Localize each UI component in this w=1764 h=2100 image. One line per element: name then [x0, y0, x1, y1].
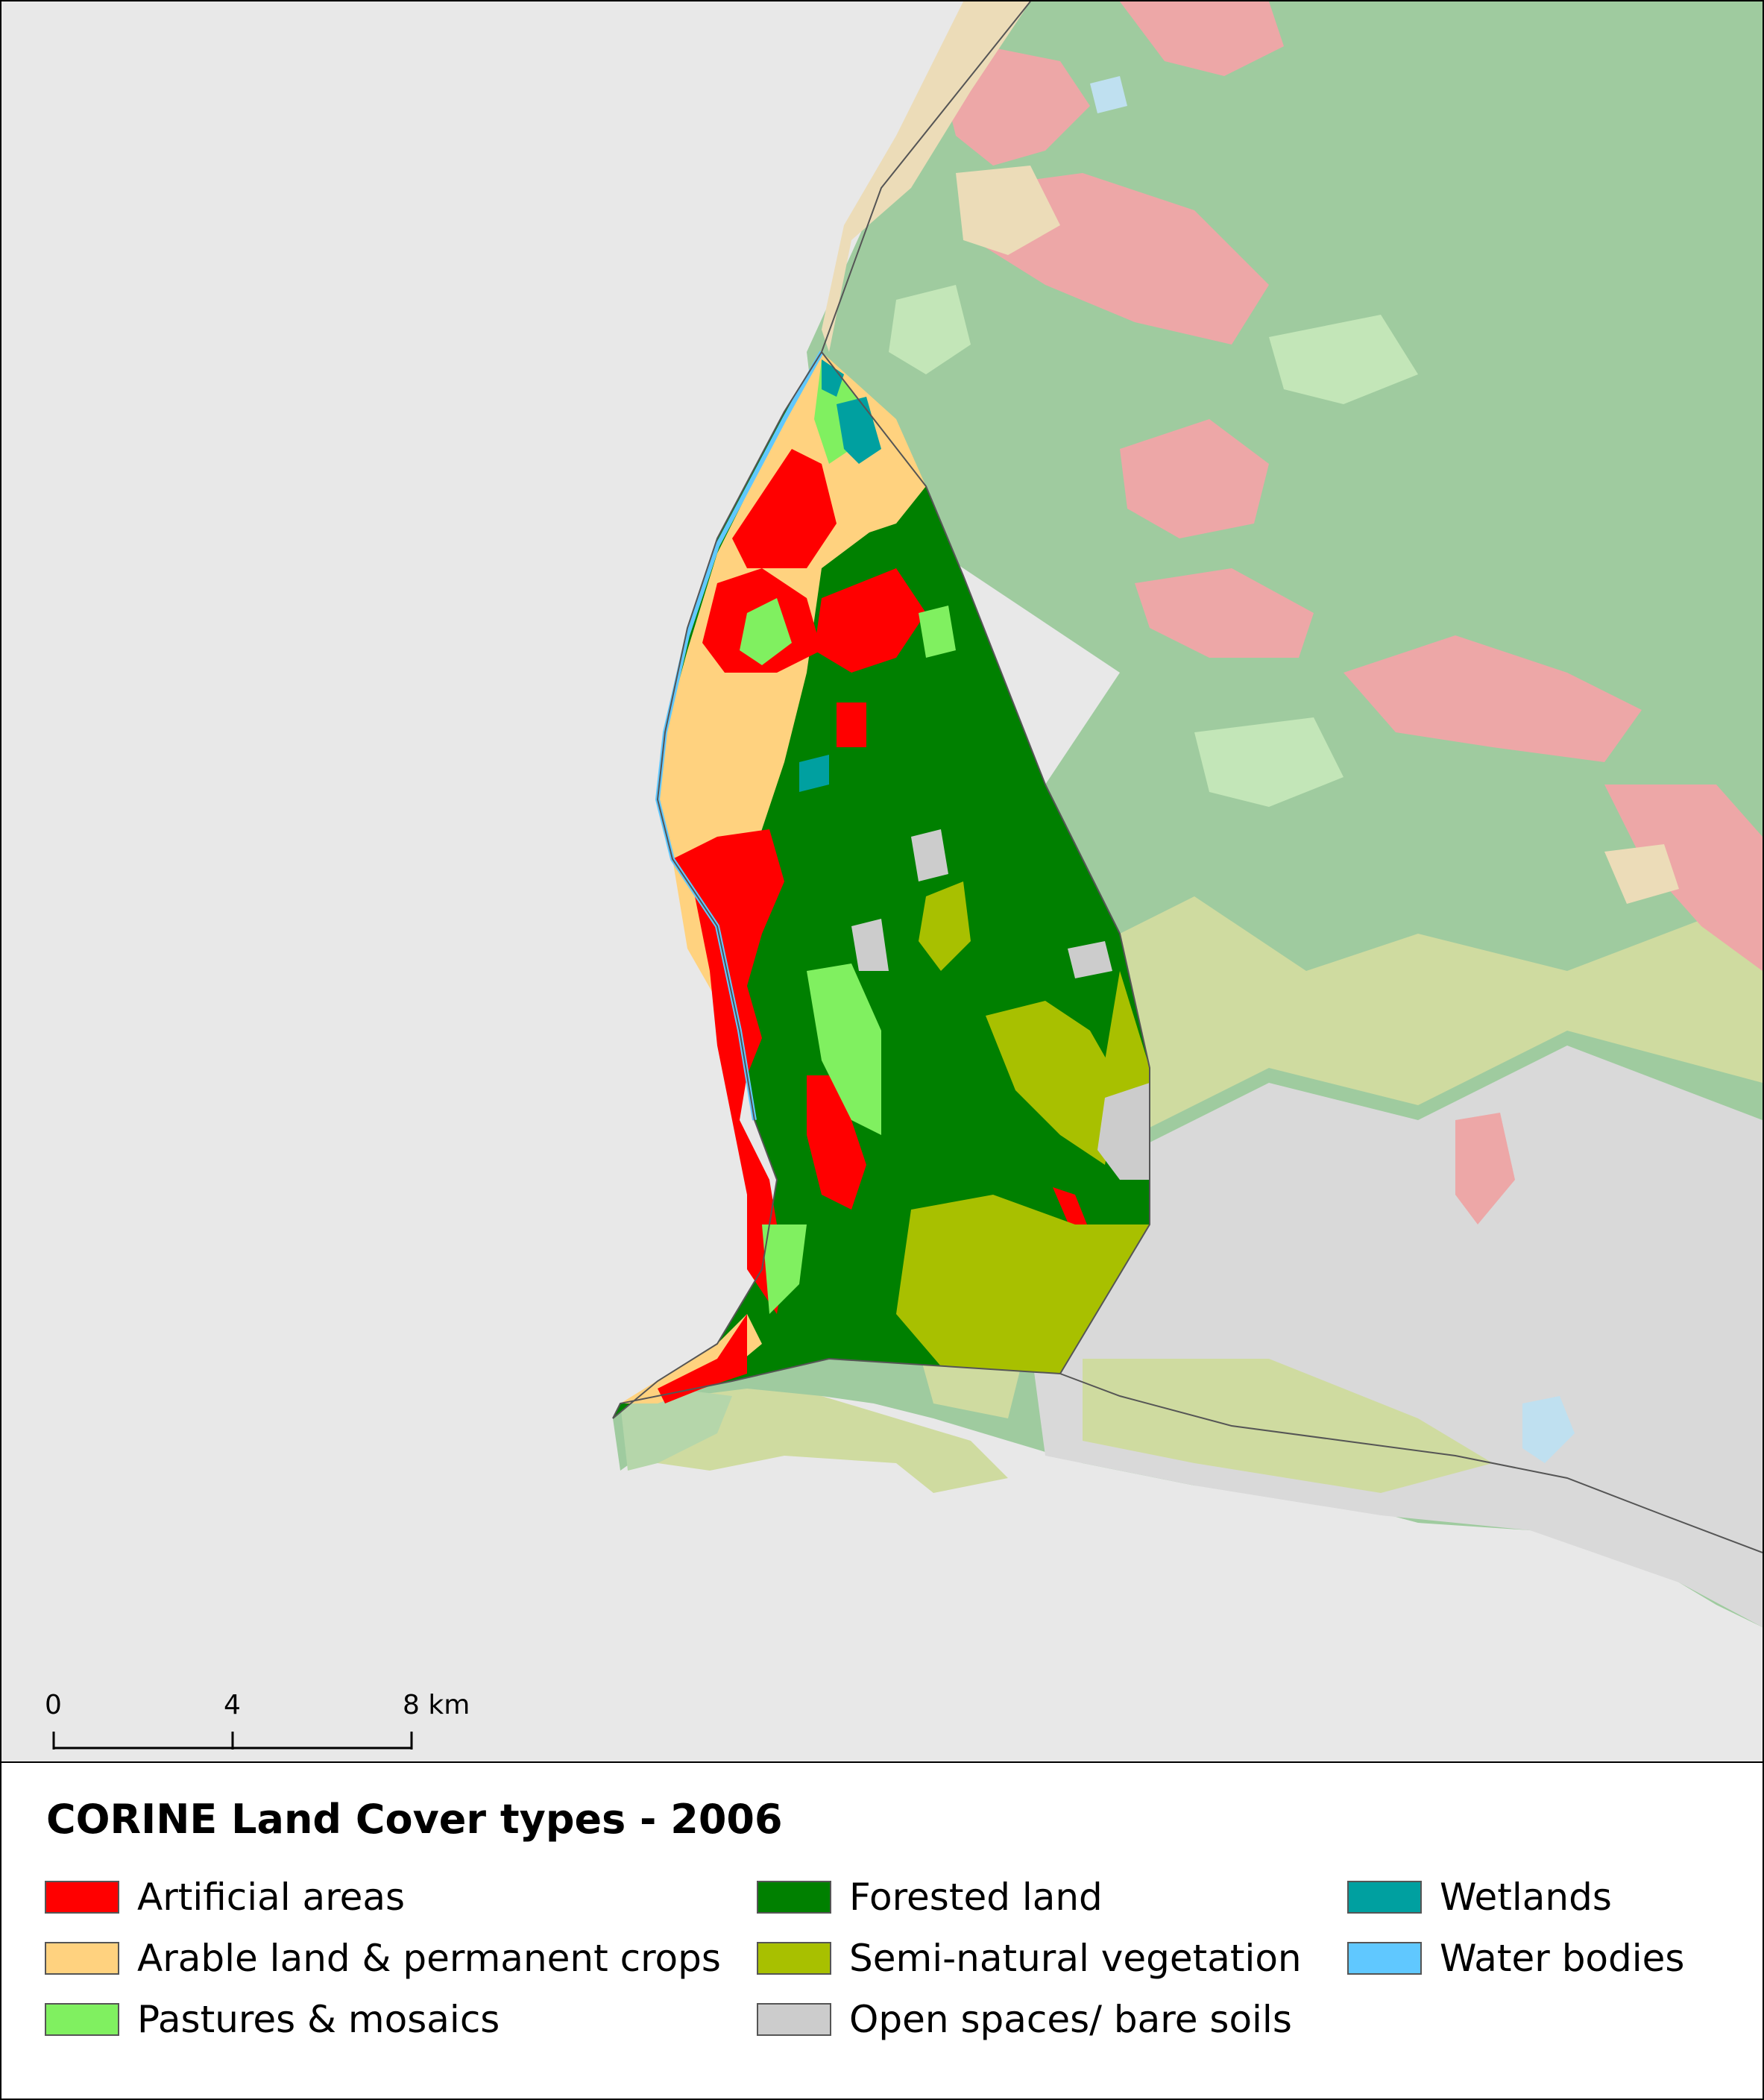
legend-label-arable: Arable land & permanent crops — [137, 1937, 721, 1980]
legend-item-open-spaces: Open spaces/ bare soils — [757, 1997, 1292, 2042]
legend-swatch-wetlands — [1347, 1881, 1422, 1914]
study-area-wetland-3 — [822, 359, 844, 397]
legend-label-open-spaces: Open spaces/ bare soils — [849, 1998, 1292, 2041]
study-area-bare-2 — [911, 829, 948, 881]
scale-bar — [52, 1732, 413, 1750]
legend-title: CORINE Land Cover types - 2006 — [46, 1796, 783, 1843]
study-area-bare-3 — [851, 919, 889, 971]
study-area-artificial-5 — [672, 829, 784, 1314]
legend-item-forested: Forested land — [757, 1875, 1103, 1920]
surrounding-pasture-1 — [889, 285, 971, 374]
legend-swatch-pastures — [45, 2003, 119, 2036]
legend-label-seminatural: Semi-natural vegetation — [849, 1937, 1302, 1980]
region-boundary-north — [821, 1, 1031, 353]
surrounding-water-1 — [1522, 1396, 1575, 1463]
study-area-artificial-7 — [658, 1314, 747, 1403]
legend-item-water: Water bodies — [1347, 1936, 1684, 1981]
legend-swatch-forested — [757, 1881, 831, 1914]
legend-label-artificial: Artificial areas — [137, 1876, 406, 1919]
surrounding-arable-2 — [1604, 844, 1679, 904]
legend-swatch-seminatural — [757, 1942, 831, 1975]
legend-label-wetlands: Wetlands — [1440, 1876, 1612, 1919]
legend-item-pastures: Pastures & mosaics — [45, 1997, 500, 2042]
surrounding-artificial-4 — [1135, 568, 1314, 658]
legend-item-artificial: Artificial areas — [45, 1875, 405, 1920]
surrounding-pasture-3 — [1194, 717, 1344, 807]
scale-label-0: 0 — [45, 1690, 62, 1720]
legend-swatch-open-spaces — [757, 2003, 831, 2036]
study-area-pasture-3 — [807, 963, 881, 1135]
scale-label-8km: 8 km — [403, 1690, 470, 1720]
study-area-artificial-4 — [837, 702, 866, 747]
legend-item-arable: Arable land & permanent crops — [45, 1936, 721, 1981]
surrounding-bare — [1030, 1046, 1763, 1627]
study-area-artificial-1 — [732, 449, 837, 568]
legend-item-seminatural: Semi-natural vegetation — [757, 1936, 1302, 1981]
boundary-lines — [612, 1, 1763, 1553]
legend-label-forested: Forested land — [849, 1876, 1103, 1919]
study-area-pasture-2 — [740, 598, 792, 665]
study-area-west-boundary — [612, 351, 822, 1419]
study-area-artificial-6 — [807, 1075, 866, 1210]
region-boundary-south — [1059, 1373, 1763, 1553]
study-area-seminatural-1 — [919, 881, 971, 971]
legend-swatch-artificial — [45, 1881, 119, 1914]
study-area-pasture-4 — [762, 1225, 807, 1314]
legend-swatch-arable — [45, 1942, 119, 1975]
study-area-arable-south — [620, 1314, 762, 1403]
legend-label-water: Water bodies — [1440, 1937, 1685, 1980]
legend-item-wetlands: Wetlands — [1347, 1875, 1612, 1920]
surrounding-artificial-8 — [1455, 1113, 1515, 1225]
study-area-seminatural-2 — [986, 1001, 1120, 1165]
legend-label-pastures: Pastures & mosaics — [137, 1998, 500, 2041]
land-cover-map[interactable]: 0 4 8 km — [1, 1, 1763, 1763]
legend: CORINE Land Cover types - 2006 Artificia… — [1, 1763, 1763, 2099]
legend-swatch-water — [1347, 1942, 1422, 1975]
study-area-bare-4 — [1068, 941, 1112, 978]
surrounding-artificial-7 — [1120, 1, 1284, 76]
surrounding-seminatural-2 — [1083, 1359, 1493, 1493]
surrounding-artificial-5 — [1344, 635, 1642, 762]
surrounding-artificial-3 — [1120, 419, 1269, 538]
map-canvas — [52, 1, 1763, 1750]
surrounding-artificial-6 — [1604, 785, 1763, 971]
study-area-wetland-2 — [799, 755, 829, 792]
scale-label-4: 4 — [224, 1690, 241, 1720]
surrounding-arable-1 — [956, 166, 1060, 255]
surrounding-pasture-2 — [1269, 315, 1418, 404]
study-area-pasture-5 — [919, 606, 956, 658]
surrounding-water-2 — [1090, 76, 1127, 113]
study-area-boundary — [612, 351, 1150, 1419]
study-area-bare-1 — [1097, 1083, 1150, 1180]
study-area-artificial-3 — [814, 568, 926, 673]
study-area[interactable] — [613, 350, 1150, 1418]
surrounding-pasture-south — [620, 1389, 732, 1471]
